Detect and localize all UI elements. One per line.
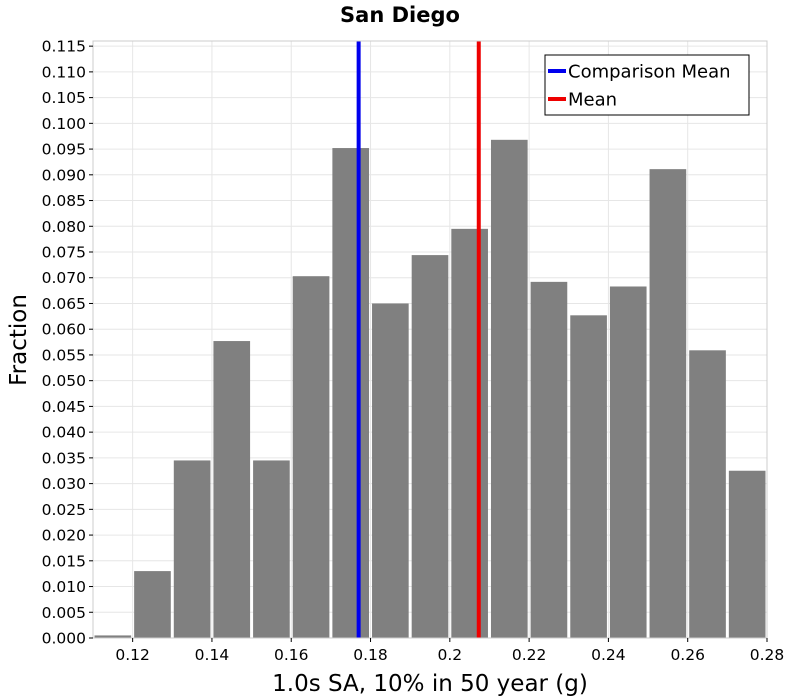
- histogram-bar: [490, 139, 528, 639]
- y-tick-label: 0.030: [42, 475, 86, 493]
- y-tick-label: 0.040: [42, 424, 86, 442]
- y-tick-label: 0.080: [42, 218, 86, 236]
- histogram-bar: [372, 303, 409, 638]
- y-tick-label: 0.070: [42, 269, 86, 287]
- y-tick-label: 0.010: [42, 578, 86, 596]
- y-tick-label: 0.025: [42, 501, 86, 519]
- histogram-bar: [292, 276, 330, 638]
- histogram-bar: [134, 571, 171, 638]
- y-tick-label: 0.015: [42, 552, 86, 570]
- histogram-bar: [332, 148, 370, 638]
- x-tick-label: 0.14: [195, 646, 230, 664]
- x-tick-label: 0.18: [353, 646, 388, 664]
- x-tick-label: 0.12: [115, 646, 150, 664]
- y-tick-label: 0.020: [42, 527, 86, 545]
- histogram-bar: [609, 286, 647, 638]
- y-tick-label: 0.035: [42, 449, 86, 467]
- histogram-bar: [253, 460, 290, 638]
- histogram-bar: [649, 169, 687, 638]
- legend-label: Comparison Mean: [568, 62, 731, 83]
- legend-box: [544, 54, 750, 116]
- y-axis-label: Fraction: [6, 294, 32, 386]
- chart-title: San Diego: [340, 3, 460, 27]
- histogram-bar: [728, 470, 766, 638]
- histogram-bar: [451, 228, 488, 639]
- y-tick-label: 0.110: [42, 63, 86, 81]
- x-tick-label: 0.26: [670, 646, 705, 664]
- y-tick-label: 0.100: [42, 115, 86, 133]
- y-tick-label: 0.050: [42, 372, 86, 390]
- mean-lines: [356, 41, 481, 638]
- x-tick-label: 0.22: [512, 646, 547, 664]
- y-axis-ticks: 0.000 0.005 0.010 0.015 0.020 0.025 0.030 0.035…: [42, 38, 93, 648]
- histogram-bar: [213, 341, 251, 638]
- y-tick-label: 0.045: [42, 398, 86, 416]
- x-axis-label: 1.0s SA, 10% in 50 year (g): [272, 671, 588, 697]
- histogram-bar: [689, 350, 726, 638]
- y-tick-label: 0.105: [42, 89, 86, 107]
- x-tick-label: 0.28: [750, 646, 785, 664]
- y-tick-label: 0.000: [42, 630, 86, 648]
- histogram-bar: [530, 281, 568, 638]
- y-tick-label: 0.090: [42, 166, 86, 184]
- y-tick-label: 0.060: [42, 321, 86, 339]
- y-tick-label: 0.055: [42, 346, 86, 364]
- y-tick-label: 0.085: [42, 192, 86, 210]
- histogram-bar: [94, 635, 132, 638]
- y-tick-label: 0.095: [42, 141, 86, 159]
- y-tick-label: 0.005: [42, 604, 86, 622]
- x-axis-ticks: 0.12 0.14 0.16 0.18 0.2 0.22 0.24 0.26 0.28: [115, 638, 784, 664]
- x-tick-label: 0.24: [591, 646, 626, 664]
- legend-label: Mean: [568, 90, 617, 111]
- histogram-bar: [570, 315, 607, 638]
- bars: [94, 139, 766, 639]
- plot-frame: [92, 40, 768, 639]
- y-tick-label: 0.065: [42, 295, 86, 313]
- y-tick-label: 0.075: [42, 244, 86, 262]
- x-tick-label: 0.2: [437, 646, 462, 664]
- x-tick-label: 0.16: [274, 646, 309, 664]
- histogram-bar: [173, 460, 211, 638]
- y-tick-label: 0.115: [42, 38, 86, 56]
- histogram-bar: [411, 255, 449, 638]
- legend: Comparison Mean Mean: [544, 54, 750, 116]
